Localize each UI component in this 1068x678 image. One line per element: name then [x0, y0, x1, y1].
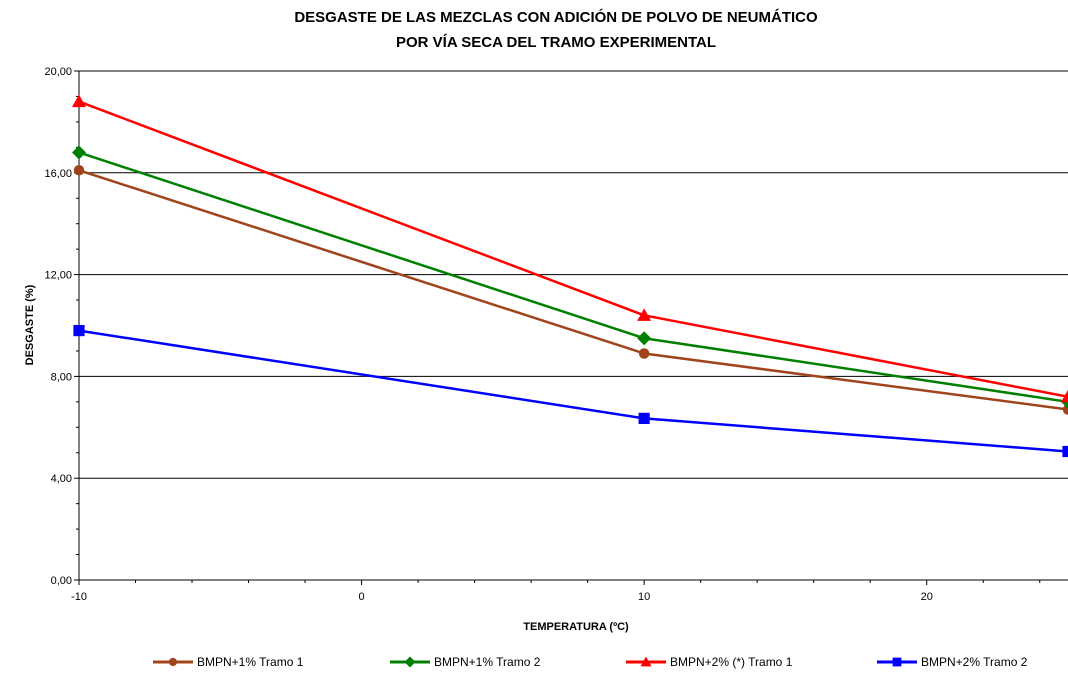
data-point [73, 165, 85, 176]
data-point [638, 348, 650, 359]
series-line [78, 151, 1068, 404]
y-axis-label: DESGASTE (%) [24, 284, 36, 365]
legend-item: BMPN+1% Tramo 2 [390, 655, 541, 669]
legend-label: BMPN+1% Tramo 2 [434, 655, 541, 669]
legend-label: BMPN+1% Tramo 1 [197, 655, 304, 669]
data-point [1061, 389, 1068, 403]
data-point [638, 412, 650, 424]
legend-item: BMPN+2% Tramo 2 [877, 655, 1028, 669]
y-tick-label: 20,00 [44, 66, 72, 78]
legend-label: BMPN+2% (*) Tramo 1 [670, 655, 793, 669]
data-point [1062, 445, 1068, 458]
y-tick-label: 12,00 [44, 270, 72, 282]
x-tick-label: 10 [638, 591, 650, 603]
series-lines [72, 94, 1068, 458]
series-2 [72, 145, 1068, 409]
legend: BMPN+1% Tramo 1 BMPN+1% Tramo 2 BMPN+2% (*… [153, 655, 1028, 669]
gridlines [79, 70, 1068, 479]
data-point [637, 308, 652, 321]
legend-marker [640, 656, 652, 667]
series-3 [72, 94, 1068, 403]
legend-marker [168, 657, 178, 667]
data-point [72, 145, 86, 160]
data-point [637, 331, 652, 346]
y-tick-label: 4,00 [51, 473, 72, 485]
series-1 [73, 165, 1068, 415]
legend-marker [404, 656, 416, 668]
legend-marker [892, 657, 902, 667]
data-point [73, 324, 85, 337]
y-tick-label: 8,00 [51, 371, 72, 383]
x-tick-label: 20 [921, 591, 933, 603]
y-tick-label: 0,00 [51, 575, 72, 587]
x-tick-label: 0 [359, 591, 365, 603]
x-tick-label: -10 [71, 591, 87, 603]
chart-title-line-1: DESGASTE DE LAS MEZCLAS CON ADICIÓN DE P… [294, 8, 818, 26]
legend-item: BMPN+2% (*) Tramo 1 [626, 655, 793, 669]
legend-item: BMPN+1% Tramo 1 [153, 655, 304, 669]
data-point [72, 94, 86, 108]
y-tick-label: 16,00 [44, 168, 72, 180]
series-4 [73, 324, 1068, 458]
x-axis-label: TEMPERATURA (ºC) [523, 621, 629, 633]
chart-title-line-2: POR VÍA SECA DEL TRAMO EXPERIMENTAL [396, 34, 716, 51]
legend-label: BMPN+2% Tramo 2 [921, 655, 1028, 669]
